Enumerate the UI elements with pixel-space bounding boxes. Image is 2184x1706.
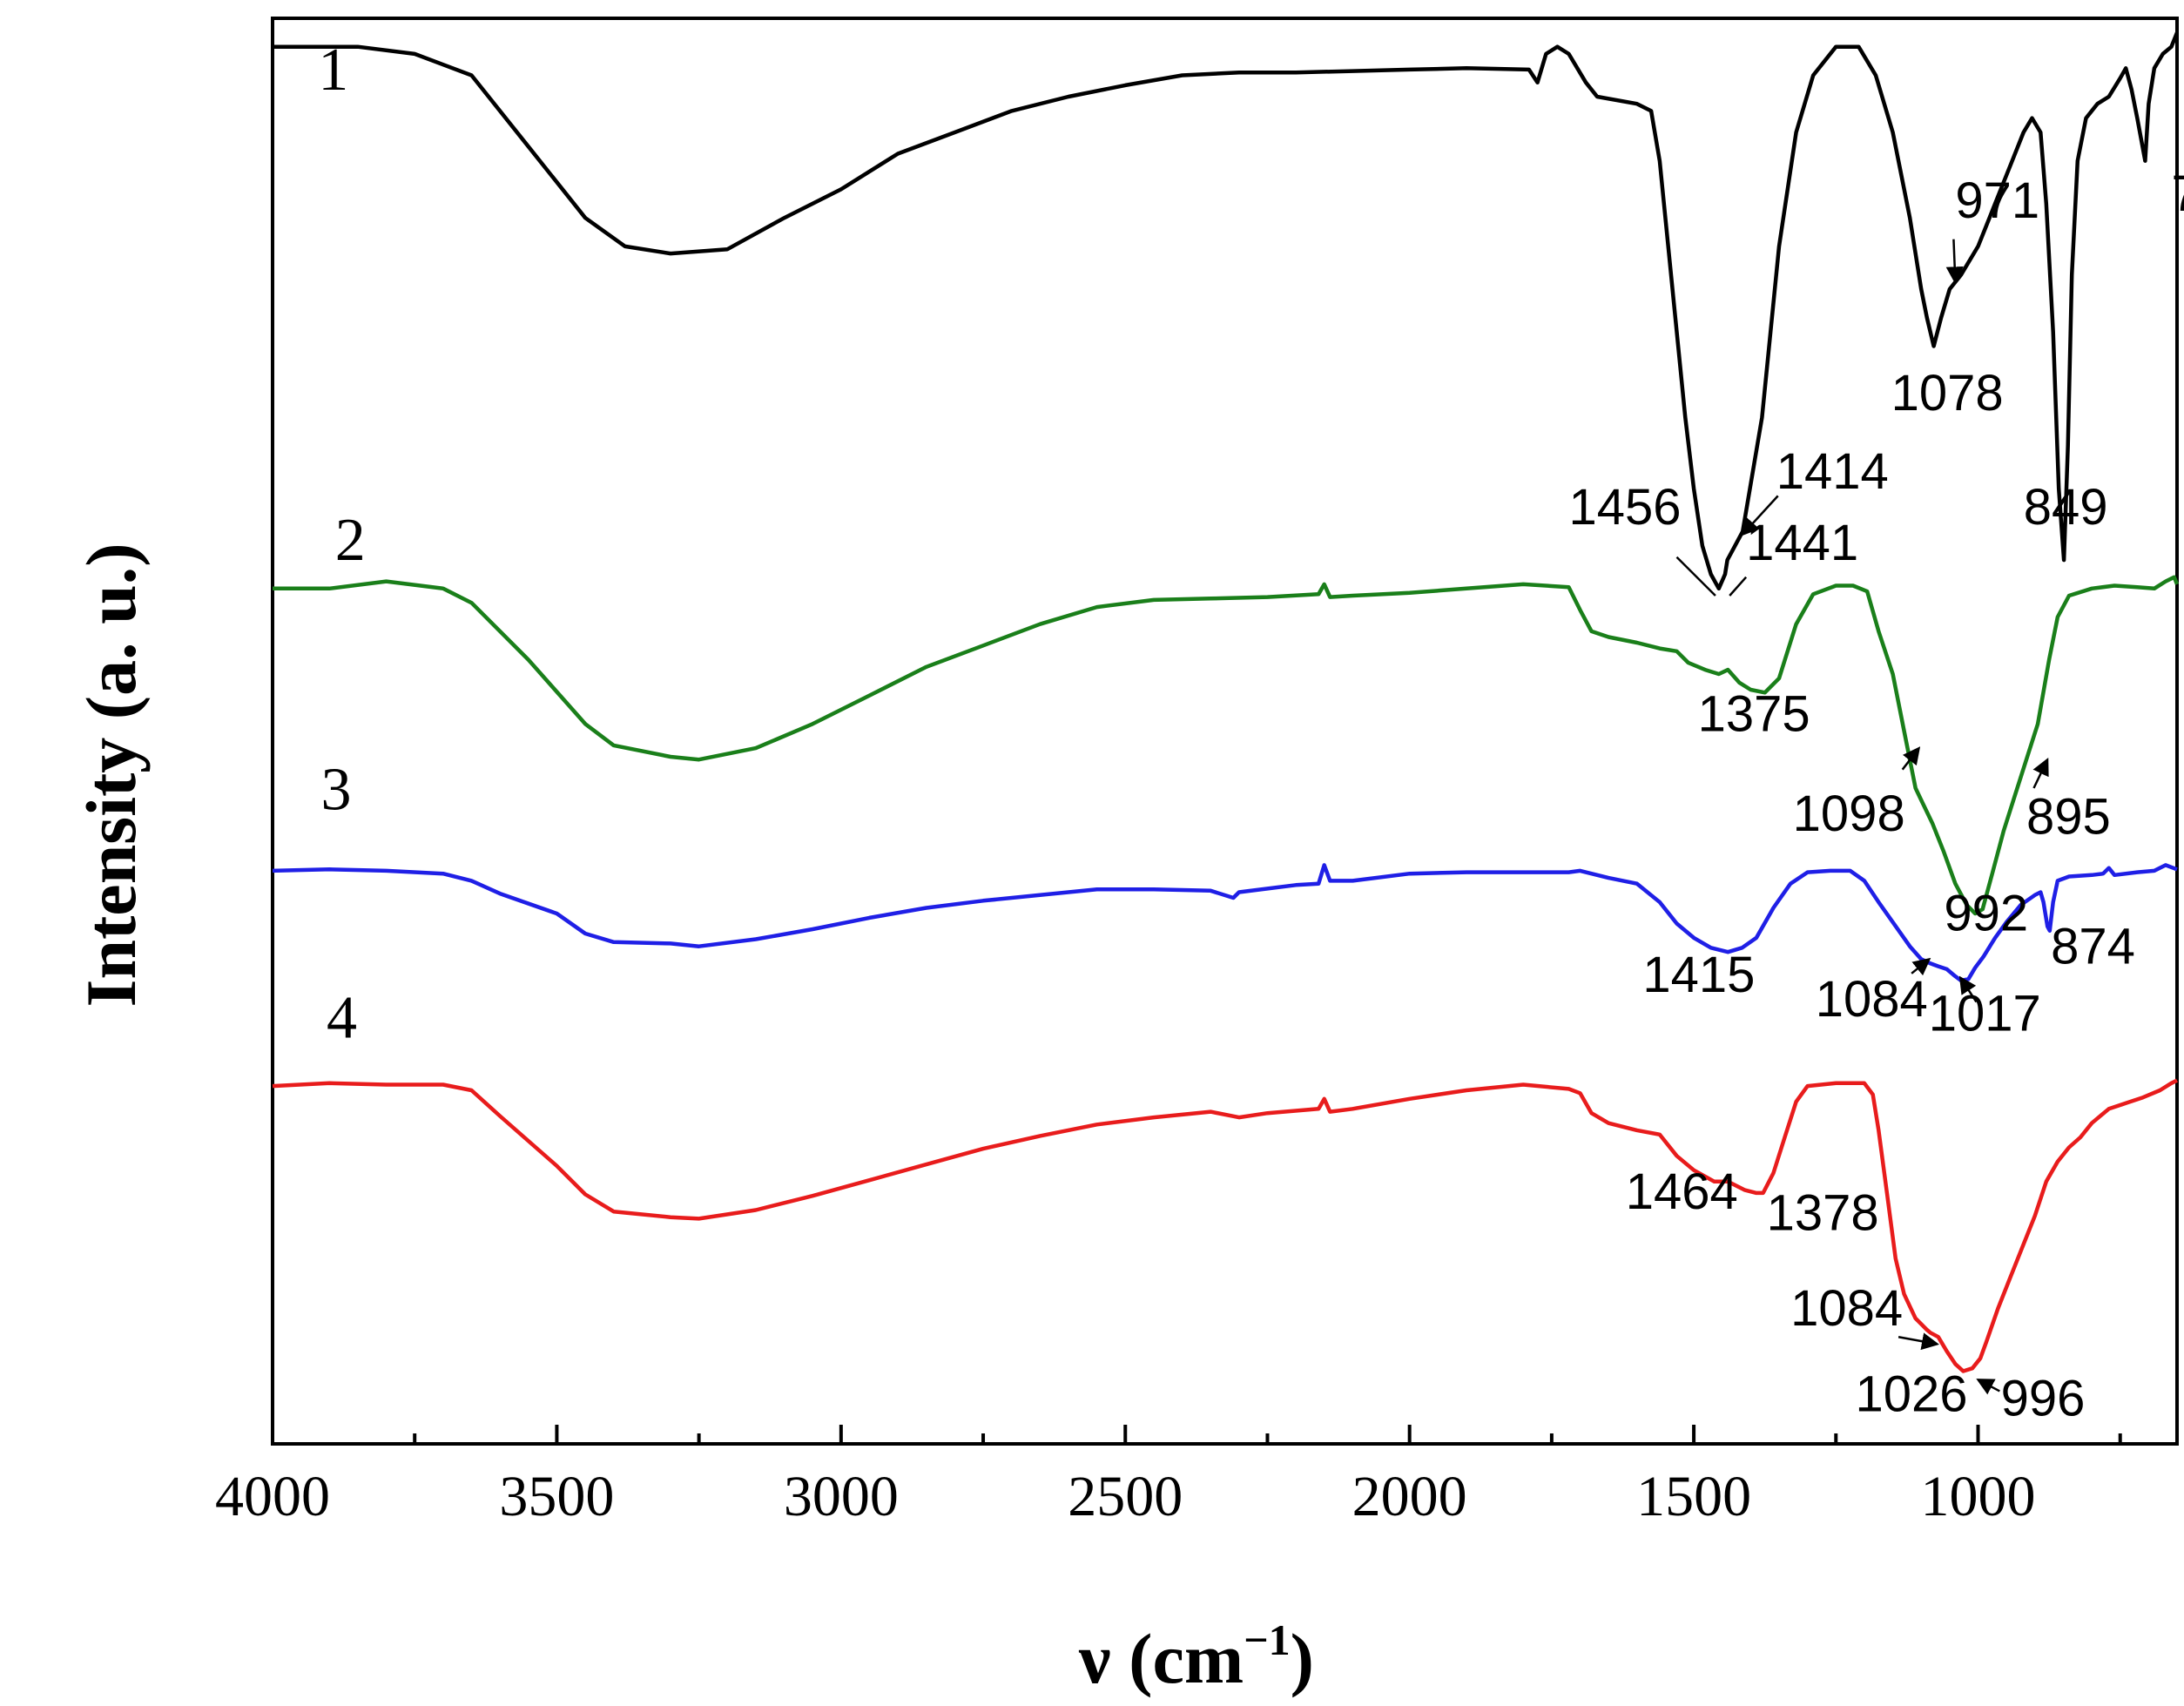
series-line-1 [273,31,2180,591]
annotation-arrow [1976,1379,2000,1395]
peak-label: 874 [2051,918,2135,974]
peak-label: 706 [2171,165,2184,222]
series-label-1: 1 [318,37,348,104]
x-tick-label: 1000 [1921,1465,2036,1528]
peak-label: 895 [2026,788,2111,845]
peak-label: 1026 [1855,1365,1967,1422]
series-line-3 [272,863,2178,983]
peak-label: 1464 [1626,1163,1738,1220]
series-label-3: 3 [320,757,351,824]
peak-label: 1378 [1767,1184,1879,1241]
peak-label: 1084 [1790,1280,1903,1337]
peak-annotations: 971 706 1078 849 1414 1456 1441 1375 1098 895 992 8… [1568,165,2184,1426]
x-tick-label: 3500 [499,1465,614,1528]
series-line-4 [272,1078,2178,1373]
peak-label: 1017 [1929,985,2041,1042]
peak-label: 849 [2024,479,2108,536]
series-line-2 [273,575,2180,916]
x-axis-nu: ν [1078,1619,1111,1698]
x-axis-unit-close: ) [1291,1619,1314,1698]
series-labels: 1 2 3 4 [318,37,366,1052]
series-label-2: 2 [335,507,366,574]
plot-frame [271,17,2179,1446]
peak-label: 1414 [1776,443,1889,500]
peak-label: 1441 [1746,515,1858,571]
peak-label: 1375 [1698,686,1810,743]
series-label-4: 4 [327,984,357,1051]
annotation-arrow [1898,1332,1939,1351]
annotation-arrow [1958,975,1978,1003]
annotation-arrow [1675,556,1716,597]
peak-label: 1078 [1891,365,2004,421]
peak-label: 971 [1955,172,2039,229]
annotation-arrow [1741,495,1779,536]
x-axis-exponent: −1 [1244,1615,1291,1664]
x-tick-label: 1500 [1636,1465,1751,1528]
x-axis-unit-open: (cm [1111,1619,1244,1698]
peak-label: 992 [1944,886,2028,942]
series-group [272,31,2180,1373]
peak-label: 996 [2001,1370,2086,1426]
x-ticks: 4000 3500 3000 2500 2000 1500 1000 [215,1425,2122,1528]
peak-label: 1098 [1793,786,1905,842]
peak-label: 1456 [1568,479,1681,536]
annotation-arrow [1945,239,1964,285]
x-tick-label: 3000 [784,1465,899,1528]
y-axis-title: Intensity (a. u.) [71,543,151,1007]
x-tick-label: 2500 [1068,1465,1183,1528]
x-tick-label: 4000 [215,1465,330,1528]
x-tick-label: 2000 [1352,1465,1467,1528]
annotation-arrow [1911,957,1931,976]
peak-label: 1415 [1642,947,1755,1003]
x-axis-title: ν (cm−1) [1078,1615,1314,1698]
annotation-arrow [1729,576,1748,597]
annotation-arrow [1901,746,1921,771]
annotation-arrow [2032,757,2049,789]
peak-label: 1084 [1816,971,1928,1028]
